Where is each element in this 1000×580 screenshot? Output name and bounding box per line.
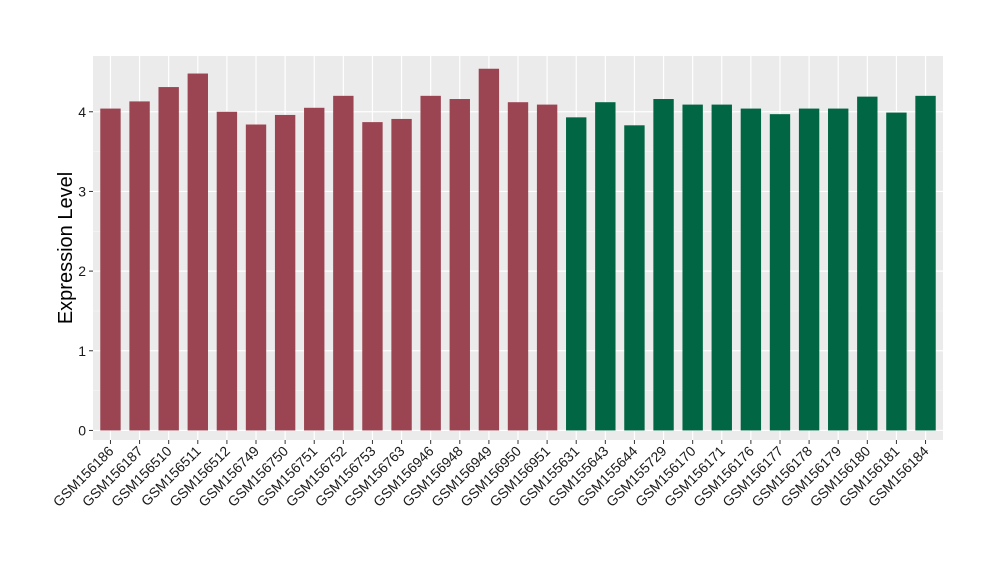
bar — [333, 95, 354, 431]
bar — [740, 108, 762, 431]
y-tick-label: 2 — [78, 263, 86, 279]
bar — [595, 102, 616, 431]
bar — [129, 101, 150, 431]
bar — [362, 122, 383, 431]
bar — [158, 87, 179, 431]
bar — [245, 124, 267, 431]
bar — [100, 108, 121, 431]
bar — [857, 96, 878, 431]
bar — [566, 117, 587, 431]
bar — [274, 114, 296, 431]
bar — [420, 95, 441, 431]
bar — [507, 102, 529, 431]
bar — [536, 104, 558, 431]
bar — [886, 112, 907, 431]
y-tick-label: 0 — [78, 422, 86, 438]
bar — [915, 95, 936, 431]
bar — [304, 107, 325, 431]
bar — [682, 104, 703, 431]
bar — [798, 108, 820, 431]
y-axis: 0 1 2 3 4 — [78, 104, 93, 438]
bar — [478, 68, 500, 431]
bar — [653, 99, 674, 431]
bar — [449, 99, 470, 431]
y-tick-label: 1 — [78, 343, 86, 359]
y-tick-label: 4 — [78, 104, 86, 120]
bar — [216, 111, 238, 431]
x-axis: GSM156186GSM156187GSM156510GSM156511GSM1… — [50, 440, 932, 510]
bar — [711, 104, 732, 431]
bars — [100, 68, 936, 431]
bar — [624, 125, 645, 431]
bar — [769, 114, 791, 431]
bar — [391, 118, 412, 431]
bar — [187, 73, 208, 431]
bar — [828, 108, 849, 431]
y-tick-label: 3 — [78, 183, 86, 199]
y-axis-title: Expression Level — [55, 172, 77, 324]
